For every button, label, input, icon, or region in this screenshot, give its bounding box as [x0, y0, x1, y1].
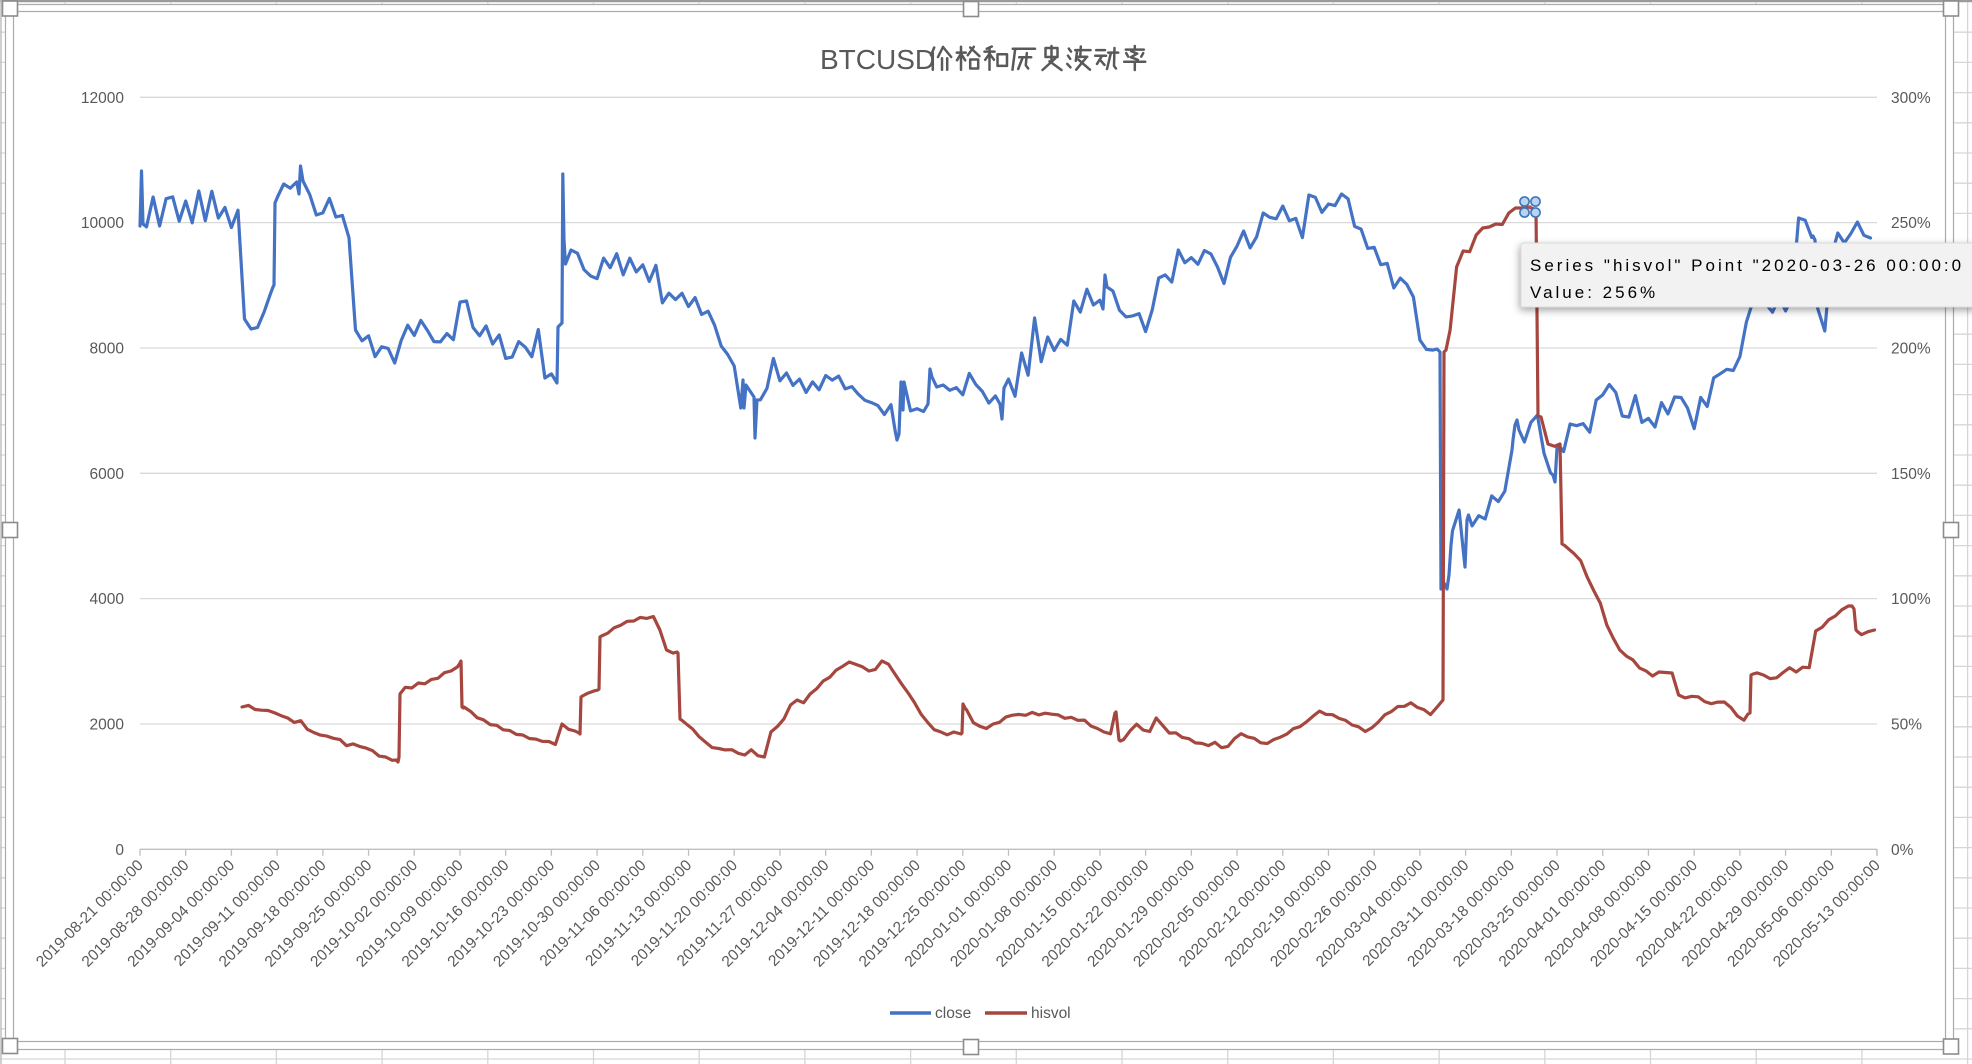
svg-text:10000: 10000 [81, 215, 124, 232]
svg-text:6000: 6000 [90, 466, 125, 483]
svg-text:150%: 150% [1891, 466, 1931, 483]
svg-text:8000: 8000 [90, 341, 125, 358]
svg-text:0: 0 [115, 842, 124, 859]
svg-text:Series "hisvol" Point "2020-03: Series "hisvol" Point "2020-03-26 00:00:… [1530, 256, 1964, 275]
svg-text:BTCUSD: BTCUSD [820, 44, 935, 75]
svg-text:0%: 0% [1891, 842, 1914, 859]
svg-text:4000: 4000 [90, 591, 125, 608]
svg-text:hisvol: hisvol [1031, 1005, 1071, 1022]
svg-text:300%: 300% [1891, 90, 1931, 107]
svg-text:close: close [935, 1005, 971, 1022]
svg-text:200%: 200% [1891, 341, 1931, 358]
svg-text:50%: 50% [1891, 717, 1922, 734]
svg-text:12000: 12000 [81, 90, 124, 107]
svg-text:2000: 2000 [90, 717, 125, 734]
svg-text:100%: 100% [1891, 591, 1931, 608]
svg-text:Value: 256%: Value: 256% [1530, 283, 1658, 302]
svg-text:250%: 250% [1891, 215, 1931, 232]
